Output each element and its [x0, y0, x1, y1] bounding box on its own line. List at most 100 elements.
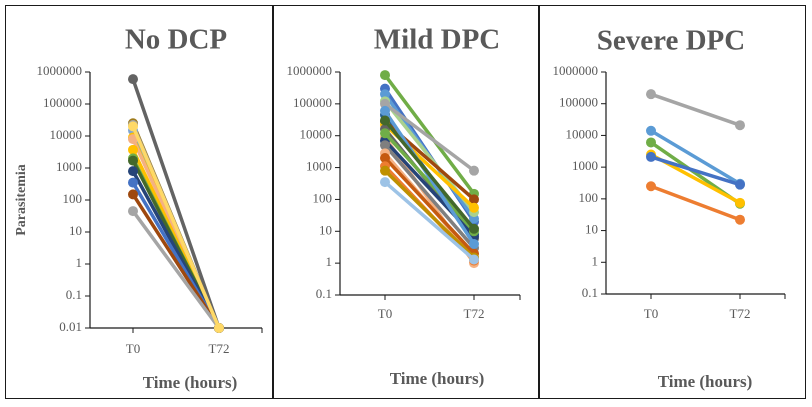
series-1 — [128, 74, 224, 333]
y-tick-label: 0.1 — [316, 286, 332, 301]
x-tick-label: T72 — [464, 306, 485, 321]
y-tick-label: 0.1 — [66, 287, 82, 302]
series-18 — [380, 177, 479, 265]
x-tick-label: T0 — [378, 306, 392, 321]
figure-frame — [5, 5, 806, 399]
panel-1: No DCP 1000000 100000 10000 1000 100 10 1 0.1 0.0… — [14, 24, 263, 392]
y-tick-label: 1000000 — [553, 63, 599, 78]
x-tick-label: T0 — [644, 306, 658, 321]
series-line — [383, 168, 476, 260]
chart-title: Mild DPC — [374, 24, 500, 56]
y-tick-label: 1 — [76, 255, 83, 270]
series-line — [383, 102, 476, 173]
data-point — [380, 152, 390, 163]
series-line — [649, 155, 742, 187]
chart-title: No DCP — [125, 24, 227, 56]
series-20 — [380, 115, 479, 234]
y-tick-label: 1 — [326, 254, 333, 269]
series-line — [131, 77, 221, 330]
data-point — [128, 144, 138, 155]
series-line — [383, 118, 476, 231]
data-point — [735, 179, 745, 190]
data-point — [735, 197, 745, 208]
data-point — [128, 177, 138, 188]
data-point — [380, 89, 390, 100]
data-point — [128, 155, 138, 166]
series-line — [383, 73, 476, 196]
x-axis-label: Time (hours) — [390, 369, 485, 388]
y-tick-label: 1000 — [306, 159, 332, 174]
data-point — [380, 98, 390, 109]
series-12 — [128, 189, 224, 333]
y-tick-label: 1000 — [56, 159, 82, 174]
data-point — [646, 137, 656, 148]
data-point — [380, 115, 390, 126]
panel-2: Mild DPC 1000000 100000 10000 1000 100 10 1 0.1 T… — [287, 24, 521, 388]
data-point — [380, 165, 390, 176]
data-point — [469, 194, 479, 205]
y-tick-label: 1000000 — [37, 63, 83, 78]
y-tick-label: 100000 — [293, 95, 332, 110]
y-tick-label: 10 — [69, 223, 82, 238]
data-point — [469, 202, 479, 213]
y-tick-label: 0.1 — [582, 285, 598, 300]
data-point — [380, 140, 390, 151]
y-tick-label: 10000 — [50, 127, 83, 142]
series-line — [383, 131, 476, 234]
data-point — [128, 74, 138, 85]
data-point — [128, 166, 138, 177]
y-tick-label: 10 — [585, 222, 598, 237]
data-point — [735, 214, 745, 225]
data-point — [646, 151, 656, 162]
series-6 — [646, 181, 745, 225]
series-line — [649, 184, 742, 222]
series-line — [383, 109, 476, 246]
series-line — [383, 143, 476, 250]
series-line — [383, 180, 476, 262]
x-tick-label: T0 — [126, 341, 140, 356]
y-tick-label: 10000 — [300, 127, 333, 142]
series-19 — [380, 105, 479, 249]
data-point — [380, 105, 390, 116]
y-tick-label: 100 — [313, 190, 333, 205]
x-tick-label: T72 — [209, 341, 230, 356]
panel-divider-1 — [272, 5, 274, 399]
y-tick-label: 10 — [319, 222, 332, 237]
series-line — [649, 92, 742, 127]
y-tick-label: 1000000 — [287, 63, 333, 78]
series-5 — [646, 151, 745, 190]
data-point — [646, 181, 656, 192]
data-point — [380, 128, 390, 139]
data-point — [646, 125, 656, 136]
data-point — [214, 323, 224, 333]
series-1 — [646, 89, 745, 131]
data-point — [128, 189, 138, 200]
data-point — [469, 238, 479, 249]
x-tick-label: T72 — [730, 306, 751, 321]
x-axis-label: Time (hours) — [143, 373, 238, 392]
panel-3: Severe DPC 1000000 100000 10000 1000 100 10 1 0.… — [553, 25, 786, 391]
data-point — [128, 121, 138, 132]
chart-title: Severe DPC — [597, 25, 745, 57]
data-point — [469, 254, 479, 265]
data-point — [469, 223, 479, 234]
x-axis-label: Time (hours) — [658, 372, 753, 391]
series-14 — [128, 121, 224, 333]
data-point — [646, 89, 656, 100]
data-point — [380, 70, 390, 81]
panel-divider-2 — [538, 5, 540, 399]
series-line — [649, 129, 742, 186]
data-point — [128, 206, 138, 217]
y-tick-label: 1 — [592, 253, 599, 268]
y-axis-label: Parasitemia — [14, 164, 29, 236]
series-line — [131, 124, 221, 330]
data-point — [380, 177, 390, 188]
y-tick-label: 100 — [579, 190, 599, 205]
y-tick-label: 0.01 — [59, 319, 82, 334]
series-line — [131, 209, 221, 330]
y-tick-label: 100000 — [43, 95, 82, 110]
data-point — [469, 165, 479, 176]
data-point — [735, 120, 745, 131]
y-tick-label: 10000 — [566, 126, 599, 141]
